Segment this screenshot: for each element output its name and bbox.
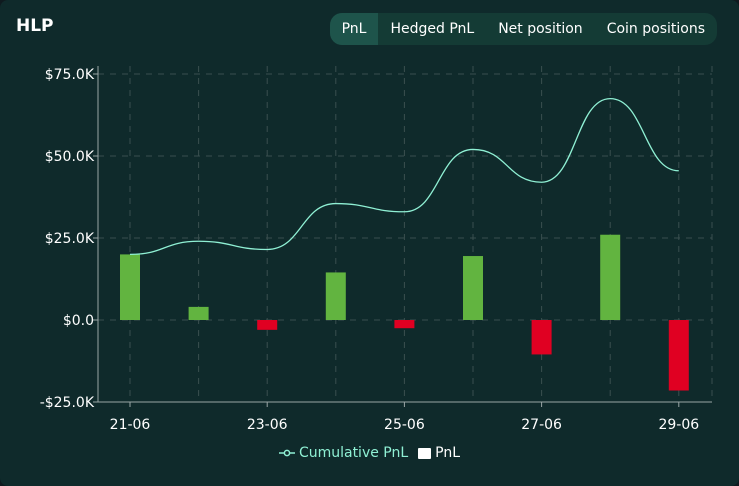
- tab-bar: PnL Hedged PnL Net position Coin positio…: [329, 13, 717, 45]
- tab-net-position[interactable]: Net position: [498, 21, 583, 37]
- y-tick-label: $75.0K: [45, 67, 95, 83]
- label-layer: $75.0K $50.0K $25.0K $0.0 -$25.0K 21-06 23-06 2…: [40, 67, 700, 433]
- pnl-bar[interactable]: [257, 320, 278, 330]
- y-tick-label: $0.0: [63, 313, 94, 329]
- legend-label-cumulative-pnl: Cumulative PnL: [298, 445, 409, 461]
- x-tick-label: 25-06: [384, 417, 425, 433]
- pnl-bar[interactable]: [463, 256, 483, 320]
- pnl-bar[interactable]: [600, 234, 621, 320]
- bar-legend-icon: [418, 447, 432, 459]
- line-layer: [128, 97, 681, 256]
- cumulative-pnl-point[interactable]: [608, 97, 612, 101]
- pnl-bar[interactable]: [325, 272, 346, 320]
- pnl-bar[interactable]: [188, 306, 209, 320]
- cumulative-pnl-line[interactable]: [129, 97, 679, 256]
- axis-layer: [93, 66, 712, 407]
- tab-coin-positions[interactable]: Coin positions: [606, 21, 705, 37]
- legend-item-cumulative-pnl[interactable]: Cumulative PnL: [278, 445, 409, 461]
- y-tick-label: $25.0K: [45, 231, 95, 247]
- cumulative-pnl-point[interactable]: [197, 239, 201, 243]
- tab-pnl[interactable]: PnL: [329, 13, 379, 45]
- tab-hedged-pnl[interactable]: Hedged PnL: [390, 21, 475, 37]
- cumulative-pnl-point[interactable]: [128, 252, 132, 256]
- cumulative-pnl-point[interactable]: [540, 180, 544, 184]
- chart-legend: Cumulative PnL PnL: [0, 445, 739, 461]
- x-tick-label: 23-06: [247, 417, 288, 433]
- line-legend-icon: [278, 449, 295, 457]
- pnl-bar[interactable]: [120, 254, 140, 320]
- cumulative-pnl-point[interactable]: [471, 147, 475, 151]
- cumulative-pnl-point[interactable]: [677, 169, 681, 173]
- cumulative-pnl-point[interactable]: [334, 202, 338, 206]
- x-tick-label: 27-06: [521, 417, 562, 433]
- pnl-bar[interactable]: [394, 320, 415, 329]
- y-tick-label: $50.0K: [45, 149, 95, 165]
- x-tick-label: 21-06: [110, 417, 151, 433]
- y-tick-label: -$25.0K: [40, 395, 95, 411]
- legend-item-pnl[interactable]: PnL: [418, 445, 460, 461]
- bar-layer: [120, 234, 689, 391]
- pnl-bar[interactable]: [531, 320, 552, 355]
- cumulative-pnl-point[interactable]: [402, 210, 406, 214]
- pnl-bar[interactable]: [668, 320, 689, 391]
- chart-title: HLP: [16, 16, 54, 36]
- x-tick-label: 29-06: [658, 417, 699, 433]
- legend-label-pnl: PnL: [435, 445, 461, 461]
- grid-layer: [98, 66, 713, 403]
- cumulative-pnl-point[interactable]: [265, 247, 269, 251]
